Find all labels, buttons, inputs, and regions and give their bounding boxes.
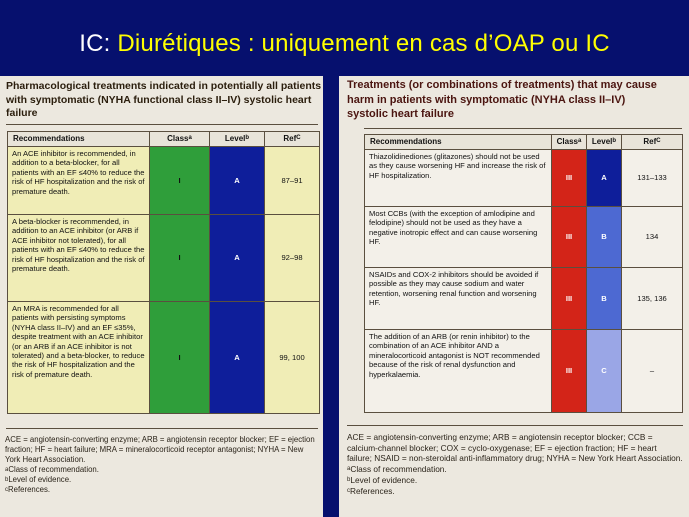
- recommendation-text: NSAIDs and COX-2 inhibitors should be av…: [364, 267, 552, 330]
- footnote-b: bLevel of evidence.: [347, 474, 418, 485]
- table-header-row: Recommendations Classa Levelb RefC: [364, 134, 683, 150]
- table-row: Most CCBs (with the exception of amlodip…: [364, 206, 683, 268]
- ref-cell: 131–133: [621, 149, 683, 207]
- level-cell: B: [586, 206, 622, 268]
- recommendation-text: The addition of an ARB (or renin inhibit…: [364, 329, 552, 413]
- level-cell: A: [209, 301, 265, 414]
- ref-cell: 135, 136: [621, 267, 683, 330]
- footnote-a: aClass of recommendation.: [5, 465, 99, 474]
- abbreviations-note: ACE = angiotensin-converting enzyme; ARB…: [5, 435, 315, 464]
- table-header-row: Recommendations Classa Levelb RefC: [7, 131, 320, 147]
- abbreviations-note: ACE = angiotensin-converting enzyme; ARB…: [347, 432, 683, 464]
- title-main: Diurétiques : uniquement en cas d’OAP ou…: [117, 30, 610, 57]
- left-panel-heading: Pharmacological treatments indicated in …: [6, 80, 322, 119]
- indicated-treatments-panel: Pharmacological treatments indicated in …: [0, 76, 323, 517]
- right-heading-divider: [364, 128, 682, 129]
- footnote-a: aClass of recommendation.: [347, 464, 447, 475]
- table-row: An ACE inhibitor is recommended, in addi…: [7, 146, 320, 215]
- col-ref: RefC: [621, 134, 683, 150]
- class-cell: III: [551, 267, 587, 330]
- recommendation-text: Thiazolidinediones (glitazones) should n…: [364, 149, 552, 207]
- ref-cell: 134: [621, 206, 683, 268]
- class-cell: I: [149, 146, 210, 215]
- title-prefix: IC:: [79, 30, 111, 57]
- recommendation-text: Most CCBs (with the exception of amlodip…: [364, 206, 552, 268]
- table-row: Thiazolidinediones (glitazones) should n…: [364, 149, 683, 207]
- indicated-treatments-table: Recommendations Classa Levelb RefC An AC…: [7, 131, 320, 414]
- class-cell: III: [551, 149, 587, 207]
- table-row: NSAIDs and COX-2 inhibitors should be av…: [364, 267, 683, 330]
- ref-cell: 92–98: [264, 214, 320, 302]
- table-row: The addition of an ARB (or renin inhibit…: [364, 329, 683, 413]
- ref-cell: 87–91: [264, 146, 320, 215]
- footnote-c: cReferences.: [347, 485, 395, 496]
- table-row: A beta-blocker is recommended, in additi…: [7, 214, 320, 302]
- col-level: Levelb: [586, 134, 622, 150]
- right-footnotes: ACE = angiotensin-converting enzyme; ARB…: [347, 432, 683, 496]
- col-ref: RefC: [264, 131, 320, 147]
- footnote-b: bLevel of evidence.: [5, 475, 72, 484]
- harmful-treatments-table: Recommendations Classa Levelb RefC Thiaz…: [364, 134, 683, 413]
- level-cell: A: [209, 214, 265, 302]
- recommendation-text: An MRA is recommended for all patients w…: [7, 301, 150, 414]
- col-recommendations: Recommendations: [7, 131, 150, 147]
- level-cell: C: [586, 329, 622, 413]
- level-cell: A: [586, 149, 622, 207]
- ref-cell: 99, 100: [264, 301, 320, 414]
- col-recommendations: Recommendations: [364, 134, 552, 150]
- recommendation-text: A beta-blocker is recommended, in additi…: [7, 214, 150, 302]
- class-cell: I: [149, 301, 210, 414]
- slide-title: IC: Diurétiques : uniquement en cas d’OA…: [0, 30, 689, 58]
- class-cell: III: [551, 206, 587, 268]
- left-footnote-divider: [6, 428, 318, 429]
- level-cell: B: [586, 267, 622, 330]
- table-row: An MRA is recommended for all patients w…: [7, 301, 320, 414]
- class-cell: III: [551, 329, 587, 413]
- footnote-c: cReferences.: [5, 485, 51, 494]
- class-cell: I: [149, 214, 210, 302]
- right-footnote-divider: [347, 425, 683, 426]
- ref-cell: –: [621, 329, 683, 413]
- recommendation-text: An ACE inhibitor is recommended, in addi…: [7, 146, 150, 215]
- harmful-treatments-panel: Treatments (or combinations of treatment…: [339, 76, 689, 517]
- left-footnotes: ACE = angiotensin-converting enzyme; ARB…: [5, 435, 317, 495]
- col-level: Levelb: [209, 131, 265, 147]
- col-class: Classa: [149, 131, 210, 147]
- left-heading-divider: [6, 124, 318, 125]
- col-class: Classa: [551, 134, 587, 150]
- level-cell: A: [209, 146, 265, 215]
- right-panel-heading: Treatments (or combinations of treatment…: [347, 79, 657, 120]
